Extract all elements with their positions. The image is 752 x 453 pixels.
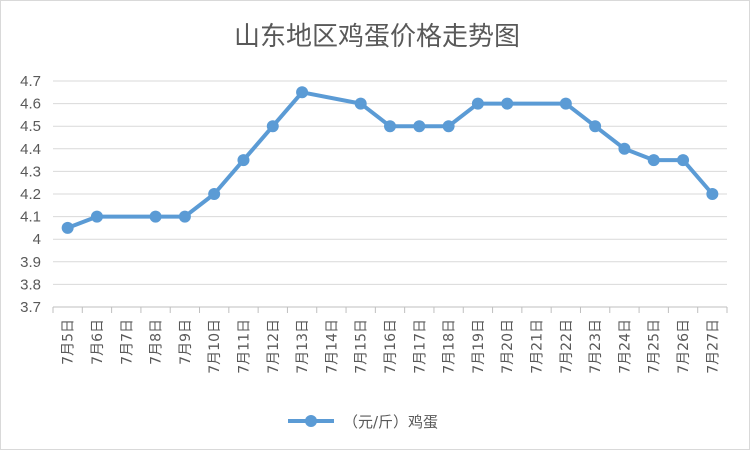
x-axis-tick-labels: 7月5日 7月6日 7月7日 7月8日 7月9日 7月10日 7月11日 7月12日 7月13日…	[61, 319, 722, 374]
data-point	[296, 86, 309, 99]
data-point	[61, 221, 74, 234]
x-tick-label: 7月15日	[354, 319, 370, 374]
legend-marker-swatch	[305, 415, 317, 427]
x-tick-label: 7月24日	[617, 319, 633, 374]
data-point	[354, 97, 367, 110]
y-tick-label: 4.3	[20, 163, 41, 180]
x-tick-label: 7月11日	[236, 319, 252, 374]
data-point	[237, 154, 250, 167]
data-point	[647, 154, 660, 167]
y-tick-label: 4	[33, 231, 41, 248]
data-point	[90, 210, 103, 223]
x-tick-label: 7月20日	[500, 319, 516, 374]
x-tick-label: 7月17日	[412, 319, 428, 374]
x-tick-label: 7月25日	[647, 319, 663, 374]
y-tick-label: 4.1	[20, 209, 41, 226]
data-point	[471, 97, 484, 110]
x-tick-label: 7月21日	[530, 319, 546, 374]
x-tick-label: 7月16日	[383, 319, 399, 374]
data-point	[384, 120, 396, 133]
chart-title: 山东地区鸡蛋价格走势图	[234, 22, 520, 52]
data-point	[266, 120, 279, 133]
x-tick-label: 7月26日	[676, 319, 692, 374]
data-point	[413, 120, 426, 133]
data-point	[149, 210, 162, 223]
x-tick-label: 7月9日	[178, 319, 194, 365]
x-tick-label: 7月6日	[90, 319, 106, 365]
y-tick-label: 4.4	[20, 141, 41, 158]
y-tick-label: 3.8	[20, 276, 41, 293]
x-tick-label: 7月8日	[149, 319, 165, 365]
x-tick-label: 7月14日	[324, 319, 340, 374]
y-tick-label: 4.5	[20, 118, 41, 135]
x-tick-label: 7月12日	[266, 319, 282, 374]
gridlines	[53, 80, 727, 285]
x-tick-label: 7月7日	[119, 319, 135, 365]
y-tick-label: 3.7	[20, 299, 41, 316]
legend-label: （元/斤）鸡蛋	[343, 413, 438, 431]
x-tick-label: 7月18日	[442, 319, 458, 374]
y-tick-label: 3.9	[20, 254, 41, 271]
y-axis-tick-labels: 3.7 3.8 3.9 4 4.1 4.2 4.3 4.4 4.5 4.6 4.7	[20, 73, 41, 316]
data-point	[559, 97, 572, 110]
series-line	[66, 90, 714, 230]
series-eggs	[61, 86, 719, 234]
y-tick-label: 4.2	[20, 186, 41, 203]
data-point	[501, 97, 514, 110]
x-tick-label: 7月13日	[295, 319, 311, 374]
data-point	[442, 120, 455, 133]
x-axis	[52, 306, 728, 313]
x-tick-label: 7月22日	[559, 319, 575, 374]
data-point	[677, 154, 690, 167]
data-point	[178, 210, 191, 223]
legend: （元/斤）鸡蛋	[288, 413, 438, 431]
x-tick-label: 7月23日	[588, 319, 604, 374]
x-tick-label: 7月5日	[61, 319, 77, 365]
y-tick-label: 4.7	[20, 73, 41, 90]
x-tick-label: 7月10日	[207, 319, 223, 374]
y-tick-label: 4.6	[20, 96, 41, 113]
x-tick-label: 7月27日	[705, 319, 721, 374]
data-point	[618, 142, 631, 155]
data-point	[589, 120, 602, 133]
data-point	[706, 188, 719, 200]
data-point	[208, 188, 221, 200]
x-tick-label: 7月19日	[471, 319, 487, 374]
